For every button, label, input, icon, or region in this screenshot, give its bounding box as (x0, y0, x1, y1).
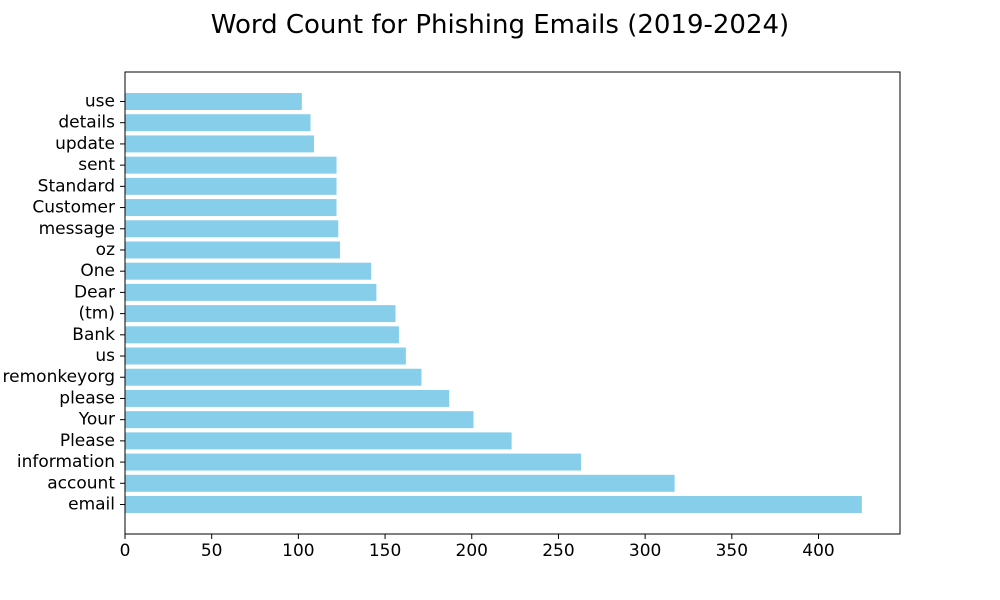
y-tick-label: Dear (74, 282, 115, 302)
y-tick-label: Please (60, 431, 115, 451)
x-tick-label: 150 (369, 541, 401, 561)
y-tick-label: Customer (32, 198, 115, 218)
bar (125, 305, 396, 323)
bar (125, 241, 340, 259)
x-axis-ticks: 0 50 100 150 200 250 300 350 400 (120, 534, 835, 561)
bar (125, 283, 377, 301)
x-tick-label: 300 (629, 541, 661, 561)
y-tick-label: remonkeyorg (3, 367, 115, 387)
bar (125, 368, 422, 386)
x-tick-label: 400 (802, 541, 834, 561)
chart-title: Word Count for Phishing Emails (2019-202… (211, 10, 789, 40)
y-tick-label: account (47, 473, 115, 493)
y-tick-label: (tm) (79, 304, 116, 324)
x-tick-label: 0 (120, 541, 131, 561)
bar (125, 93, 302, 110)
plot-frame (124, 71, 901, 535)
y-tick-label: details (58, 113, 115, 133)
bar (125, 496, 862, 513)
y-tick-label: information (17, 452, 115, 472)
bar (125, 453, 581, 471)
bar (125, 474, 675, 492)
x-tick-label: 50 (201, 541, 223, 561)
y-tick-label: One (80, 261, 115, 281)
y-tick-label: sent (78, 155, 115, 175)
bar (125, 114, 311, 132)
bar (125, 135, 314, 153)
y-tick-label: message (39, 219, 115, 239)
y-tick-label: Standard (38, 176, 115, 196)
y-tick-label: use (85, 92, 115, 112)
bar (125, 347, 406, 365)
bar (125, 220, 339, 238)
x-tick-label: 200 (456, 541, 488, 561)
bar (125, 326, 399, 344)
x-tick-label: 100 (282, 541, 314, 561)
bar (125, 432, 512, 450)
y-tick-label: us (95, 346, 115, 366)
y-tick-label: please (59, 388, 115, 408)
y-tick-label: Your (78, 410, 115, 430)
y-tick-label: email (68, 495, 115, 515)
bar (125, 389, 450, 407)
y-axis-ticks: emailaccountinformationPleaseYourpleaser… (3, 92, 125, 515)
x-tick-label: 350 (716, 541, 748, 561)
bar (125, 177, 337, 195)
y-tick-label: update (55, 134, 115, 154)
bar (125, 156, 337, 174)
bars-group (125, 93, 862, 513)
y-tick-label: oz (96, 240, 115, 260)
bar (125, 199, 337, 217)
bar (125, 411, 474, 429)
bar (125, 262, 372, 280)
y-tick-label: Bank (72, 325, 115, 345)
x-tick-label: 250 (542, 541, 574, 561)
